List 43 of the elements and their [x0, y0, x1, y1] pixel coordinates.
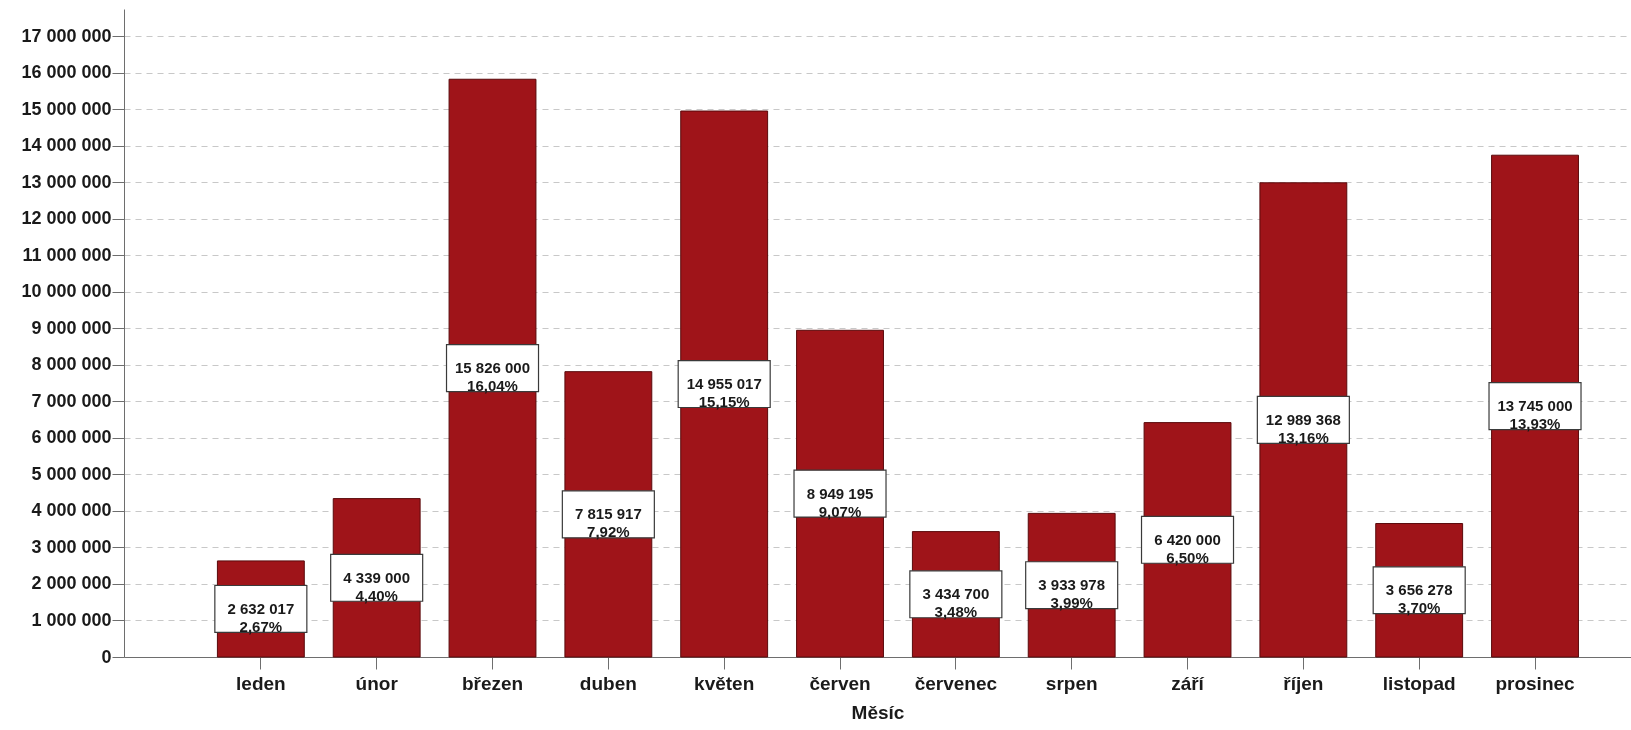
y-tick-label: 16 000 000	[21, 62, 112, 83]
x-tick-label: listopad	[1382, 672, 1456, 694]
x-tick-label: březen	[461, 672, 524, 694]
data-label: 6 420 000 6,50%	[1154, 530, 1221, 566]
data-label: 3 933 978 3,99%	[1038, 576, 1106, 612]
y-tick-label: 6 000 000	[31, 427, 112, 448]
data-label: 4 339 000 4,40%	[343, 568, 411, 604]
y-tick-label: 14 000 000	[21, 135, 112, 156]
data-label: 3 434 700 3,48%	[922, 585, 990, 621]
y-tick-label: 0	[101, 646, 112, 667]
x-tick-label: srpen	[1045, 672, 1098, 694]
data-label: 14 955 017 15,15%	[686, 375, 762, 411]
data-label: 15 826 000 16,04%	[454, 359, 531, 395]
y-tick-label: 13 000 000	[21, 171, 112, 192]
x-tick-label: leden	[236, 672, 286, 694]
y-tick-label: 5 000 000	[31, 463, 112, 484]
y-tick-label: 12 000 000	[21, 208, 112, 229]
data-label: 3 656 278 3,70%	[1385, 581, 1453, 617]
data-label: 12 989 368 13,16%	[1265, 410, 1341, 446]
y-tick-label: 4 000 000	[31, 500, 112, 521]
data-label: 2 632 017 2,67%	[227, 599, 295, 635]
y-tick-label: 8 000 000	[31, 354, 112, 375]
y-tick-label: 1 000 000	[31, 609, 112, 630]
data-label: 13 745 000 13,93%	[1497, 397, 1573, 433]
y-tick-label: 7 000 000	[31, 390, 112, 411]
x-tick-label: únor	[355, 672, 399, 694]
x-tick-label: červen	[809, 672, 871, 694]
data-label: 8 949 195 9,07%	[806, 484, 874, 520]
data-label: 7 815 917 7,92%	[574, 505, 642, 541]
x-axis-title: Měsíc	[851, 701, 905, 723]
x-tick-label: duben	[579, 672, 637, 694]
y-tick-label: 10 000 000	[21, 281, 112, 302]
y-tick-label: 2 000 000	[31, 573, 112, 594]
x-tick-label: červenec	[914, 672, 998, 694]
x-tick-label: říjen	[1283, 672, 1324, 694]
y-tick-label: 9 000 000	[31, 317, 112, 338]
y-tick-label: 17 000 000	[21, 25, 112, 46]
y-tick-label: 11 000 000	[22, 244, 112, 265]
y-tick-label: 3 000 000	[31, 536, 112, 557]
x-tick-label: září	[1171, 672, 1205, 694]
x-tick-label: květen	[694, 672, 755, 694]
y-tick-label: 15 000 000	[21, 98, 112, 119]
x-tick-label: prosinec	[1495, 672, 1576, 694]
